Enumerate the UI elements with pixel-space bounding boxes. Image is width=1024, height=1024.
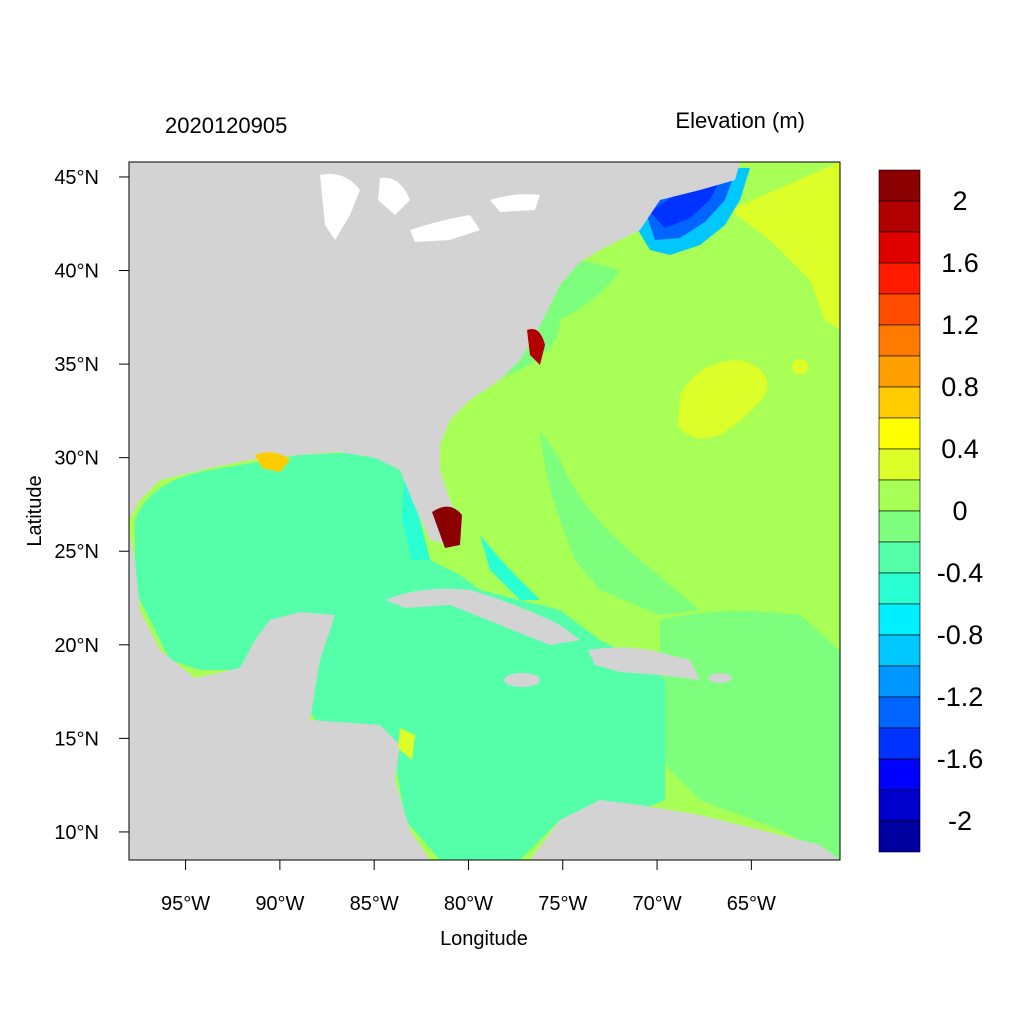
- colorbar-segment: [878, 169, 921, 202]
- colorbar-segment: [878, 231, 921, 264]
- x-axis: 95°W 90°W 85°W 80°W 75°W 70°W 65°W: [161, 860, 776, 915]
- nicaragua-coast-patch: [398, 728, 415, 760]
- map-plot-area: [129, 162, 840, 860]
- gulf-caribbean-field: [135, 452, 665, 860]
- colorbar-segment: [878, 200, 921, 233]
- cuba-land: [385, 588, 580, 645]
- plot-frame: [128, 161, 841, 861]
- colorbar-segment: [878, 758, 921, 791]
- eastern-caribbean-zone: [660, 611, 840, 860]
- y-tick-label: 45°N: [54, 167, 99, 189]
- lake-michigan: [320, 174, 360, 240]
- y-tick-label: 30°N: [54, 448, 99, 470]
- colorbar-segment: [878, 696, 921, 729]
- x-tick-label: 95°W: [161, 893, 210, 915]
- colorbar-segment: [878, 603, 921, 636]
- colorbar-segment: [878, 510, 921, 543]
- south-america-land: [530, 800, 840, 860]
- atlantic-high-zone: [730, 162, 840, 330]
- bahamas-cyan: [480, 535, 540, 600]
- colorbar-label: 0: [952, 496, 967, 526]
- colorbar-segment: [878, 479, 921, 512]
- atlantic-high-patch: [678, 360, 768, 439]
- y-tick-label: 35°N: [54, 354, 99, 376]
- colorbar-segment: [878, 572, 921, 605]
- colorbar-segment: [878, 262, 921, 295]
- colorbar-segment: [878, 324, 921, 357]
- x-tick-label: 90°W: [255, 893, 304, 915]
- colorbar-label: 2: [952, 186, 967, 216]
- colorbar-label: 0.4: [941, 434, 979, 464]
- colorbar-label: -2: [948, 806, 972, 836]
- central-america-land: [129, 530, 430, 860]
- colorbar-segment: [878, 634, 921, 667]
- colorbar-segment: [878, 417, 921, 450]
- y-axis-label: Latitude: [24, 475, 46, 546]
- colorbar-segment: [878, 541, 921, 574]
- pamlico-sound-surge: [527, 329, 545, 365]
- y-tick-label: 20°N: [54, 635, 99, 657]
- lake-ontario: [490, 194, 540, 212]
- lake-huron: [378, 177, 410, 215]
- colorbar-label: -1.2: [937, 682, 984, 712]
- bahamas-shelf-zone: [540, 430, 700, 615]
- variable-title: Elevation (m): [675, 108, 805, 133]
- y-tick-label: 10°N: [54, 822, 99, 844]
- colorbar-segment: [878, 386, 921, 419]
- colorbar-segment: [878, 789, 921, 822]
- north-america-land: [129, 162, 740, 545]
- y-tick-label: 15°N: [54, 728, 99, 750]
- x-tick-label: 80°W: [444, 893, 493, 915]
- colorbar-segment: [878, 665, 921, 698]
- colorbar-segment: [878, 355, 921, 388]
- colorbar-label: -0.4: [937, 558, 984, 588]
- y-tick-label: 40°N: [54, 261, 99, 283]
- x-tick-label: 70°W: [633, 893, 682, 915]
- negative-surge-core: [650, 178, 720, 228]
- colorbar-segment: [878, 727, 921, 760]
- south-florida-surge: [432, 506, 462, 548]
- colorbar-label: 1.2: [941, 310, 979, 340]
- x-tick-label: 65°W: [727, 893, 776, 915]
- y-axis: 45°N 40°N 35°N 30°N 25°N 20°N 15°N 10°N: [54, 167, 129, 844]
- colorbar-label: 0.8: [941, 372, 979, 402]
- x-tick-label: 75°W: [538, 893, 587, 915]
- colorbar-label: -1.6: [937, 744, 984, 774]
- date-title: 2020120905: [165, 113, 287, 138]
- lake-erie: [410, 215, 480, 242]
- colorbar-segment: [878, 820, 921, 853]
- colorbar-segment: [878, 293, 921, 326]
- y-tick-label: 25°N: [54, 541, 99, 563]
- jamaica-land: [504, 673, 540, 687]
- x-tick-label: 85°W: [350, 893, 399, 915]
- hispaniola-land: [588, 647, 700, 680]
- colorbar-label: -0.8: [937, 620, 984, 650]
- x-axis-label: Longitude: [440, 928, 528, 950]
- louisiana-coast-surge: [255, 452, 290, 472]
- puerto-rico-land: [708, 673, 732, 683]
- atlantic-high-spot: [792, 359, 808, 375]
- colorbar-label: 1.6: [941, 248, 979, 278]
- colorbar: 2 1.6 1.2 0.8 0.4 0 -0.4 -0.8 -1.2 -1.6 -2: [878, 169, 984, 853]
- colorbar-segment: [878, 448, 921, 481]
